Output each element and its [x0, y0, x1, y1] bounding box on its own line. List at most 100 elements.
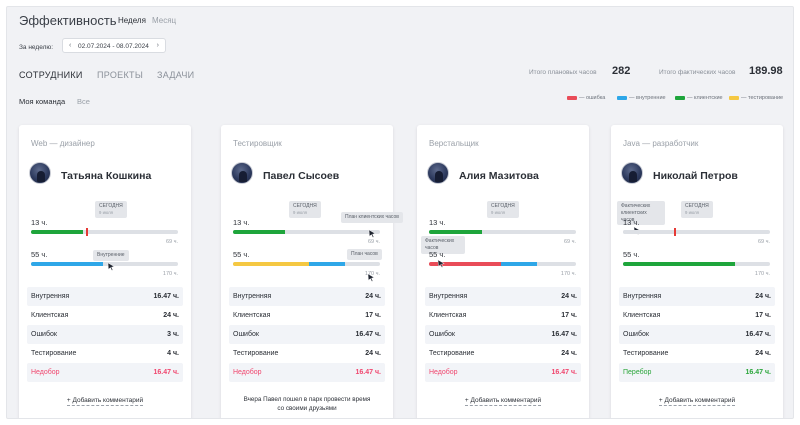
stat-row: Ошибок 3 ч.: [27, 325, 183, 344]
fact-bar: [623, 262, 770, 266]
fact-bar-internal: [501, 262, 537, 266]
stats-list: Внутренняя 24 ч. Клиентская 17 ч. Ошибок 16…: [229, 287, 385, 382]
employee-role: Web — дизайнер: [31, 139, 95, 148]
stats-list: Внутренняя 24 ч. Клиентская 17 ч. Ошибок 16…: [425, 287, 581, 382]
legend-swatch: [675, 95, 685, 100]
legend-client: — клиентские: [675, 95, 723, 101]
stats-list: Внутренняя 24 ч. Клиентская 17 ч. Ошибок 16…: [619, 287, 775, 382]
fact-max: 170 ч.: [560, 271, 576, 277]
fact-bar: [233, 262, 380, 266]
chevron-right-icon[interactable]: ›: [156, 42, 159, 49]
plan-max: 69 ч.: [367, 239, 380, 245]
avatar: [427, 162, 449, 184]
nav-tasks[interactable]: ЗАДАЧИ: [157, 70, 195, 80]
fact-bar-error: [429, 262, 501, 266]
stat-row: Тестирование 4 ч.: [31, 350, 179, 357]
add-comment-link[interactable]: + Добавить комментарий: [464, 397, 542, 406]
hover-tooltip: Фактических клиентских часов: [617, 201, 665, 226]
stat-row: Клиентская 24 ч.: [31, 312, 179, 319]
legend-swatch: [729, 95, 739, 100]
stat-row: Тестирование 24 ч.: [623, 350, 771, 357]
legend-swatch: [567, 95, 577, 100]
fact-bar: [429, 262, 576, 266]
employee-role: Java — разработчик: [623, 139, 699, 148]
employee-name: Алия Мазитова: [459, 170, 539, 182]
stat-row: Внутренняя 24 ч.: [229, 287, 385, 306]
cursor-icon: [437, 259, 445, 268]
avatar: [29, 162, 51, 184]
balance-row: Недобор 16.47 ч.: [425, 363, 581, 382]
today-tooltip: СЕГОДНЯ 9 июля: [289, 201, 321, 218]
legend-label: — клиентские: [687, 95, 723, 101]
plan-hours: 13 ч.: [429, 218, 446, 227]
fact-bar-internal: [31, 262, 103, 266]
employee-name: Николай Петров: [653, 170, 738, 182]
legend-error: — ошибка: [567, 95, 605, 101]
fact-max: 170 ч.: [754, 271, 770, 277]
plan-bar: [429, 230, 576, 234]
date-range-picker[interactable]: ‹ 02.07.2024 - 08.07.2024 ›: [62, 38, 166, 53]
plan-bar-fill: [623, 230, 673, 234]
filter-my-team[interactable]: Моя команда: [19, 97, 66, 106]
stat-row: Внутренняя 24 ч.: [619, 287, 775, 306]
hover-tooltip: План клиентских часов: [341, 212, 403, 223]
chevron-left-icon[interactable]: ‹: [69, 42, 72, 49]
fact-hours: 55 ч.: [623, 250, 640, 259]
tab-month[interactable]: Месяц: [152, 16, 177, 25]
fact-hours: 55 ч.: [31, 250, 48, 259]
plan-max: 69 ч.: [757, 239, 770, 245]
employee-card: Java — разработчик Николай Петров Фактич…: [611, 125, 783, 418]
stat-row: Внутренняя 24 ч.: [425, 287, 581, 306]
plan-bar: [233, 230, 380, 234]
balance-row: Перебор 16.47 ч.: [619, 363, 775, 382]
plan-bar-fill: [233, 230, 285, 234]
stat-row: Ошибок 16.47 ч.: [425, 325, 581, 344]
cursor-icon: [107, 262, 115, 271]
tab-week[interactable]: Неделя: [118, 16, 146, 25]
plan-bar-fill: [31, 230, 83, 234]
stat-row: Клиентская 17 ч.: [623, 312, 771, 319]
app-frame: Эффективность Неделя Месяц За неделю: ‹ …: [6, 6, 794, 419]
stat-row: Тестирование 24 ч.: [429, 350, 577, 357]
today-tooltip: СЕГОДНЯ 9 июля: [681, 201, 713, 218]
employee-comment: Вчера Павел пошел в парк провести время …: [243, 396, 371, 413]
nav-projects[interactable]: ПРОЕКТЫ: [97, 70, 144, 80]
fact-hours: 55 ч.: [233, 250, 250, 259]
balance-row: Недобор 16.47 ч.: [229, 363, 385, 382]
cursor-icon: [367, 273, 375, 282]
avatar: [621, 162, 643, 184]
stat-row: Ошибок 16.47 ч.: [619, 325, 775, 344]
stat-row: Ошибок 16.47 ч.: [229, 325, 385, 344]
fact-bar-testing: [233, 262, 309, 266]
legend-label: — тестирование: [741, 95, 784, 101]
fact-bar: [31, 262, 178, 266]
stat-row: Клиентская 17 ч.: [233, 312, 381, 319]
hover-tooltip: Фактических часов: [421, 236, 465, 254]
stat-row: Внутренняя 16.47 ч.: [27, 287, 183, 306]
stat-row: Клиентская 17 ч.: [429, 312, 577, 319]
plan-hours: 13 ч.: [623, 218, 640, 227]
hover-tooltip: План часов: [347, 249, 382, 260]
employee-card: Верстальщик Алия Мазитова СЕГОДНЯ 9 июля …: [417, 125, 589, 418]
add-comment-link[interactable]: + Добавить комментарий: [66, 397, 144, 406]
add-comment-link[interactable]: + Добавить комментарий: [658, 397, 736, 406]
stats-list: Внутренняя 16.47 ч. Клиентская 24 ч. Ошибо…: [27, 287, 183, 382]
avatar: [231, 162, 253, 184]
legend-testing: — тестирование: [729, 95, 783, 101]
filter-all[interactable]: Все: [77, 97, 90, 106]
plan-hours: 13 ч.: [233, 218, 250, 227]
plan-hours: 13 ч.: [31, 218, 48, 227]
plan-bar: [31, 230, 178, 234]
total-fact-value: 189.98: [749, 65, 783, 77]
hover-tooltip: Внутренние: [93, 250, 129, 261]
plan-max: 69 ч.: [563, 239, 576, 245]
fact-hours: 55 ч.: [429, 250, 446, 259]
fact-bar-internal: [309, 262, 345, 266]
legend-label: — внутренние: [629, 95, 666, 101]
employee-name: Павел Сысоев: [263, 170, 340, 182]
page-title: Эффективность: [19, 13, 117, 28]
cursor-icon: [368, 229, 376, 238]
today-tooltip: СЕГОДНЯ 9 июля: [487, 201, 519, 218]
nav-employees[interactable]: СОТРУДНИКИ: [19, 70, 83, 80]
stat-row: Тестирование 24 ч.: [233, 350, 381, 357]
